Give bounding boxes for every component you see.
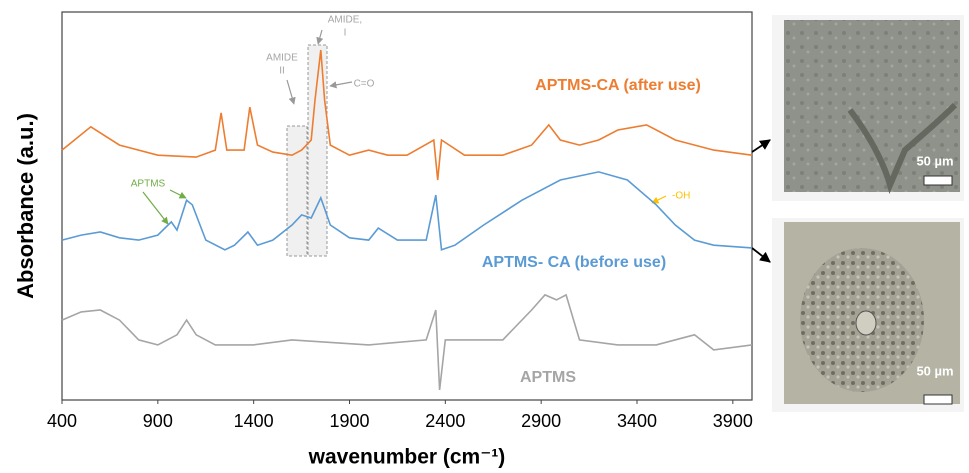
micrograph: 50 µm bbox=[772, 15, 964, 201]
annotation: AMIDE, bbox=[328, 15, 362, 26]
image-feature bbox=[855, 310, 877, 336]
series-label: APTMS-CA (after use) bbox=[535, 77, 701, 94]
spectrum-line bbox=[61, 171, 753, 251]
annotation: APTMS bbox=[131, 179, 166, 190]
arrow bbox=[329, 81, 353, 89]
arrows bbox=[142, 29, 771, 263]
scale-bar bbox=[923, 394, 953, 405]
series-label: APTMS bbox=[520, 369, 576, 386]
arrow bbox=[142, 191, 169, 225]
spectrum-line bbox=[61, 293, 753, 390]
y-axis-title: Absorbance (a.u.) bbox=[13, 113, 38, 299]
image-feature bbox=[847, 102, 958, 194]
arrow bbox=[751, 247, 771, 263]
arrow bbox=[651, 195, 667, 204]
x-tick-label: 900 bbox=[143, 411, 173, 431]
annotation: II bbox=[279, 66, 285, 77]
x-tick-label: 3900 bbox=[713, 411, 753, 431]
annotation: -OH bbox=[672, 191, 690, 202]
x-tick-label: 400 bbox=[47, 411, 77, 431]
x-tick-label: 3400 bbox=[617, 411, 657, 431]
x-tick-label: 2400 bbox=[425, 411, 465, 431]
highlight-box bbox=[286, 125, 308, 257]
annotation: C=O bbox=[354, 79, 375, 90]
x-tick-label: 1900 bbox=[329, 411, 369, 431]
x-axis-title: wavenumber (cm⁻¹) bbox=[308, 446, 506, 469]
annotation: AMIDE bbox=[266, 53, 298, 64]
x-tick-label: 1400 bbox=[234, 411, 274, 431]
micrograph: 50 µm bbox=[772, 218, 964, 412]
series-label: APTMS- CA (before use) bbox=[482, 254, 666, 271]
plot-frame bbox=[61, 11, 753, 401]
x-tick-label: 2900 bbox=[521, 411, 561, 431]
scale-bar bbox=[923, 175, 953, 186]
arrow bbox=[286, 79, 296, 105]
scale-label: 50 µm bbox=[916, 153, 953, 168]
spectrum-line bbox=[61, 49, 753, 181]
scale-label: 50 µm bbox=[916, 363, 953, 378]
arrow bbox=[751, 139, 771, 153]
image bbox=[784, 20, 960, 192]
arrow bbox=[169, 189, 187, 199]
arrow bbox=[316, 29, 324, 45]
annotation: I bbox=[344, 28, 347, 39]
